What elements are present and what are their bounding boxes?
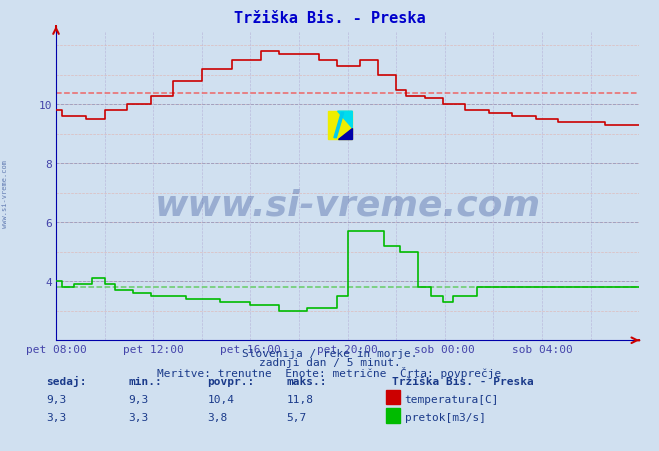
Polygon shape bbox=[337, 129, 353, 140]
Text: Meritve: trenutne  Enote: metrične  Črta: povprečje: Meritve: trenutne Enote: metrične Črta: … bbox=[158, 366, 501, 378]
Text: sedaj:: sedaj: bbox=[46, 375, 86, 386]
Text: maks.:: maks.: bbox=[287, 376, 327, 386]
Text: pretok[m3/s]: pretok[m3/s] bbox=[405, 412, 486, 422]
Text: 3,8: 3,8 bbox=[208, 412, 228, 422]
Text: 11,8: 11,8 bbox=[287, 394, 314, 404]
Text: povpr.:: povpr.: bbox=[208, 376, 255, 386]
Bar bbox=[328, 112, 353, 140]
Text: www.si-vreme.com: www.si-vreme.com bbox=[2, 160, 9, 228]
Text: 9,3: 9,3 bbox=[129, 394, 149, 404]
Text: Tržiška Bis. - Preska: Tržiška Bis. - Preska bbox=[234, 11, 425, 26]
Text: www.si-vreme.com: www.si-vreme.com bbox=[155, 188, 540, 221]
Text: 10,4: 10,4 bbox=[208, 394, 235, 404]
Text: Tržiška Bis. - Preska: Tržiška Bis. - Preska bbox=[392, 376, 534, 386]
Polygon shape bbox=[337, 112, 353, 129]
Text: 3,3: 3,3 bbox=[46, 412, 67, 422]
Text: 5,7: 5,7 bbox=[287, 412, 307, 422]
Text: 3,3: 3,3 bbox=[129, 412, 149, 422]
Text: temperatura[C]: temperatura[C] bbox=[405, 394, 499, 404]
Polygon shape bbox=[334, 113, 344, 138]
Text: min.:: min.: bbox=[129, 376, 162, 386]
Text: Slovenija / reke in morje.: Slovenija / reke in morje. bbox=[242, 348, 417, 358]
Text: 9,3: 9,3 bbox=[46, 394, 67, 404]
Text: zadnji dan / 5 minut.: zadnji dan / 5 minut. bbox=[258, 357, 401, 367]
